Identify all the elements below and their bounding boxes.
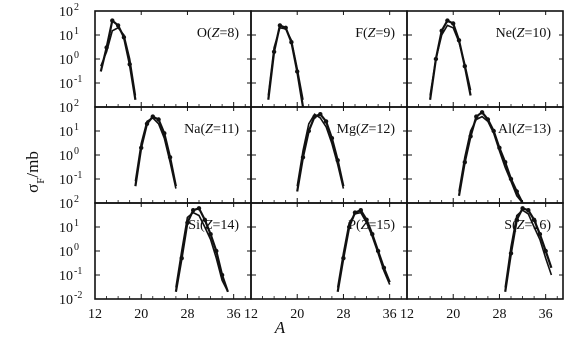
data-point [531, 217, 537, 222]
data-point [156, 117, 161, 122]
series-line [458, 115, 524, 204]
data-point [451, 21, 456, 26]
x-tick-label: 28 [180, 307, 194, 322]
y-tick-label: 10 [59, 29, 73, 44]
y-tick-exponent: -2 [74, 290, 82, 301]
data-point [277, 23, 283, 28]
data-point [358, 208, 363, 213]
y-tick-exponent: 2 [74, 98, 79, 109]
y-tick-exponent: 0 [74, 242, 79, 253]
data-point [318, 112, 323, 117]
panel-mg: Mg(Z=12) [250, 106, 408, 204]
series-line [100, 26, 137, 96]
data-point [474, 114, 479, 119]
y-axis-labels: 10 210 110 010 -110 210 110 010 -110 210 110 010 -11… [59, 2, 82, 308]
y-tick-label: 10 [59, 293, 73, 308]
series-line [267, 23, 305, 108]
series-line [429, 24, 472, 96]
panel-p: P(Z=15) [250, 202, 408, 300]
panel-al: Al(Z=13) [406, 106, 564, 204]
y-tick-label: 10 [59, 221, 73, 236]
y-tick-exponent: 0 [74, 146, 79, 157]
panel-label: S(Z=16) [504, 218, 551, 233]
series-line [267, 26, 304, 100]
panel-label: P(Z=15) [348, 218, 395, 233]
y-tick-exponent: 1 [74, 26, 79, 37]
data-point [110, 18, 115, 23]
y-tick-exponent: 2 [74, 2, 79, 13]
x-tick-label: 20 [134, 307, 148, 322]
data-point [191, 208, 196, 213]
x-tick-label: 12 [400, 307, 414, 322]
y-tick-label: 10 [59, 245, 73, 260]
series-line [175, 211, 229, 293]
x-tick-label: 36 [227, 307, 241, 322]
y-tick-label: 10 [59, 197, 73, 212]
y-tick-label: 10 [59, 173, 73, 188]
panel-label: F(Z=9) [355, 26, 395, 41]
data-point [323, 119, 329, 124]
x-axis-title: A [274, 318, 286, 337]
series-line [457, 110, 524, 204]
panel-label: Mg(Z=12) [337, 122, 396, 137]
y-tick-label: 10 [59, 5, 73, 20]
data-point [526, 208, 531, 213]
x-tick-label: 20 [446, 307, 460, 322]
y-tick-label: 10 [59, 269, 73, 284]
y-tick-label: 10 [59, 53, 73, 68]
panel-label: Al(Z=13) [498, 122, 551, 137]
y-tick-exponent: 2 [74, 194, 79, 205]
x-tick-label: 20 [290, 307, 304, 322]
x-tick-label: 12 [88, 307, 102, 322]
x-tick-label: 36 [383, 307, 397, 322]
x-axis-labels: 12 20 28 36 12 20 28 36 12 20 28 36 [88, 307, 553, 322]
x-tick-label: 12 [244, 307, 258, 322]
y-tick-exponent: -1 [74, 266, 82, 277]
series-line [296, 113, 345, 189]
y-tick-label: 10 [59, 149, 73, 164]
y-tick-exponent: -1 [74, 170, 82, 181]
x-tick-label: 28 [336, 307, 350, 322]
data-point [115, 23, 121, 28]
panel-f: F(Z=9) [250, 10, 408, 108]
series-line [336, 208, 391, 292]
panel-na: Na(Z=11) [94, 106, 252, 204]
data-point [479, 110, 485, 115]
panel-label: Si(Z=14) [188, 218, 239, 233]
y-axis-title: σF/mb [23, 151, 47, 193]
panel-s: S(Z=16) [406, 202, 564, 300]
panel-label: Ne(Z=10) [496, 26, 552, 41]
data-point [196, 206, 202, 211]
series-line [134, 115, 177, 187]
data-point [520, 206, 525, 211]
x-tick-label: 28 [492, 307, 506, 322]
panel-label: Na(Z=11) [184, 122, 239, 137]
y-tick-label: 10 [59, 125, 73, 140]
y-tick-exponent: 0 [74, 50, 79, 61]
panel-label: O(Z=8) [197, 26, 239, 41]
series-line [336, 211, 391, 288]
panel-ne: Ne(Z=10) [406, 10, 564, 108]
y-tick-exponent: 1 [74, 218, 79, 229]
series-line [504, 209, 553, 288]
series-line [174, 206, 229, 293]
y-tick-exponent: -1 [74, 74, 82, 85]
y-tick-label: 10 [59, 77, 73, 92]
panel-grid: O(Z=8) F(Z=9) Ne(Z=10) Na(Z=11) Mg(Z=12) Al(Z… [94, 10, 564, 300]
y-tick-exponent: 1 [74, 122, 79, 133]
data-point [202, 217, 207, 222]
panel-si: Si(Z=14) [94, 202, 252, 300]
data-point [445, 18, 450, 23]
series-line [134, 116, 177, 189]
x-tick-label: 36 [539, 307, 553, 322]
panel-o: O(Z=8) [94, 10, 252, 108]
y-tick-label: 10 [59, 101, 73, 116]
